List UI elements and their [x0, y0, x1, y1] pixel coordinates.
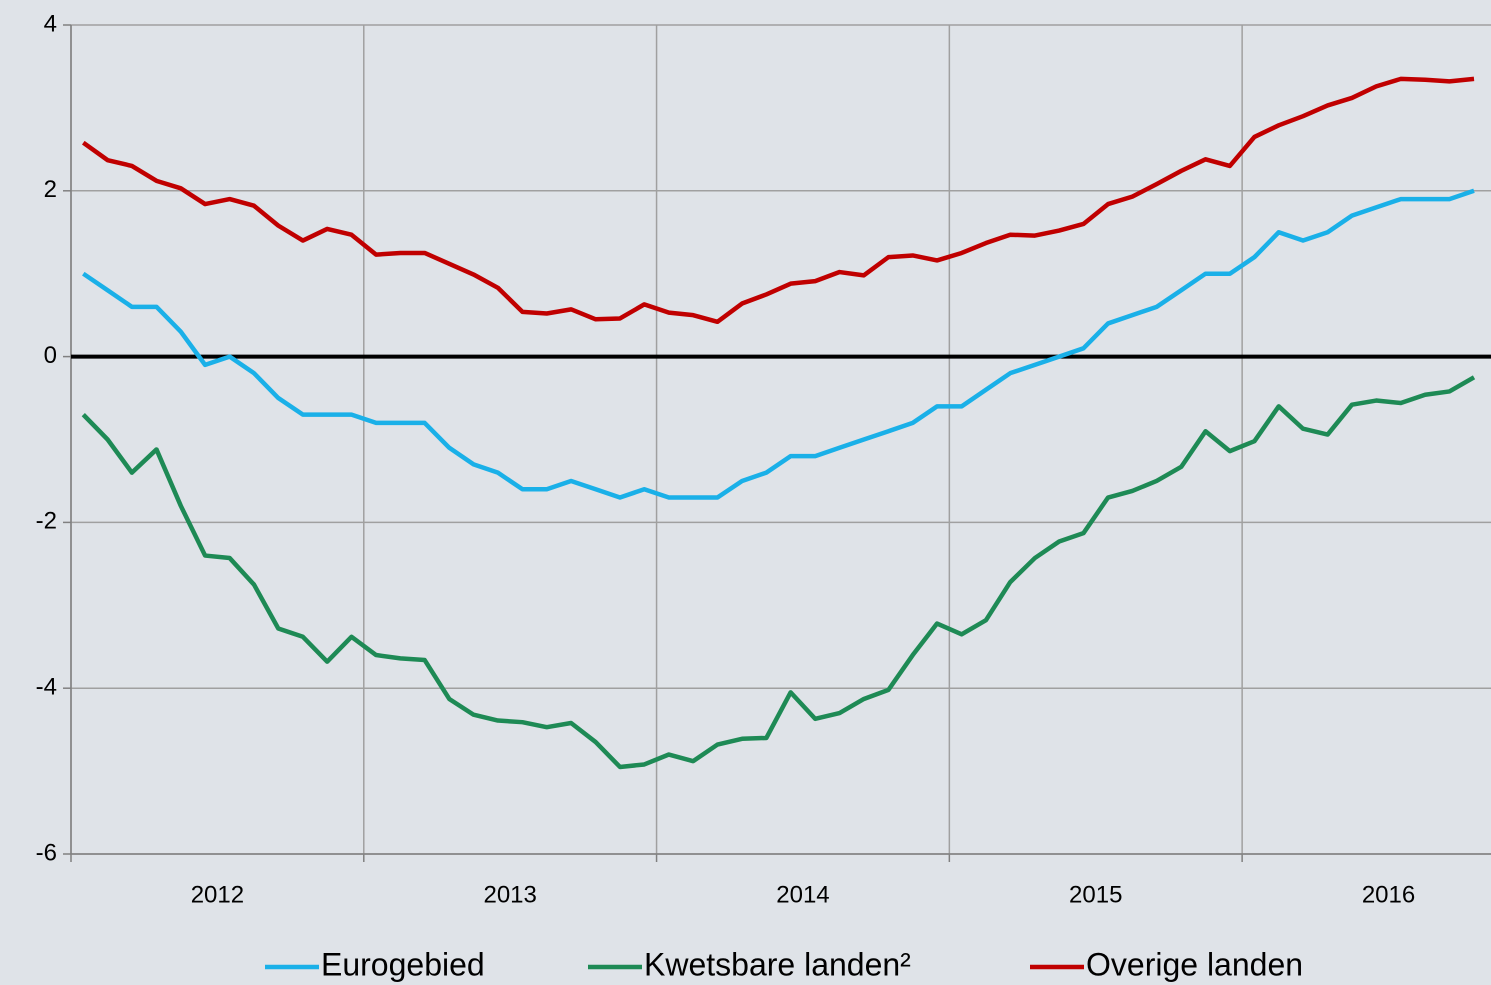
- y-tick-label: 0: [44, 342, 57, 369]
- y-tick-label: -2: [36, 508, 57, 535]
- legend-label: Overige landen: [1086, 946, 1303, 982]
- legend-label: Kwetsbare landen²: [644, 946, 911, 982]
- y-tick-label: 4: [44, 10, 57, 37]
- y-tick-label: -6: [36, 839, 57, 866]
- series-line: [82, 188, 1475, 500]
- y-tick-label: 2: [44, 176, 57, 203]
- legend-label: Eurogebied: [321, 946, 485, 982]
- x-tick-label: 2015: [1069, 881, 1122, 908]
- x-tick-label: 2012: [191, 881, 244, 908]
- y-tick-label: -4: [36, 674, 57, 701]
- series-line: [81, 375, 1476, 770]
- x-tick-label: 2016: [1362, 881, 1415, 908]
- x-tick-label: 2014: [776, 881, 829, 908]
- series-line: [81, 76, 1475, 325]
- x-tick-label: 2013: [483, 881, 536, 908]
